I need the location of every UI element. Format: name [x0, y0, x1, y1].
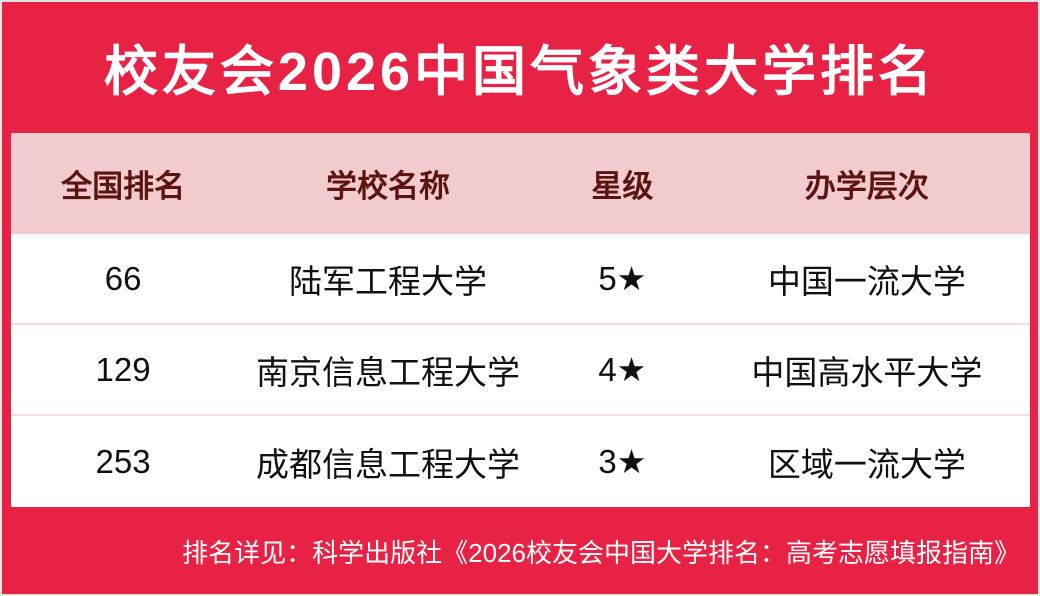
column-header-star-level: 星级	[591, 169, 654, 204]
table-header-row: 全国排名 学校名称 星级 办学层次	[11, 133, 1030, 234]
column-header-school-name: 学校名称	[326, 169, 451, 204]
ranking-table: 全国排名 学校名称 星级 办学层次 66 陆军工程大学 5★ 中国一流大学 12…	[11, 133, 1030, 507]
star-rating: 3★	[598, 443, 647, 480]
column-header-tier: 办学层次	[804, 169, 929, 204]
tier-label: 中国一流大学	[767, 262, 966, 300]
title-bar: 校友会2026中国气象类大学排名	[0, 0, 1040, 133]
footer-note: 排名详见：科学出版社《2026校友会中国大学排名：高考志愿填报指南》	[182, 538, 1020, 568]
school-name: 成都信息工程大学	[256, 445, 521, 483]
table-row: 129 南京信息工程大学 4★ 中国高水平大学	[11, 325, 1030, 416]
page-title: 校友会2026中国气象类大学排名	[103, 42, 937, 102]
table-row: 66 陆军工程大学 5★ 中国一流大学	[11, 234, 1030, 325]
column-header-national-rank: 全国排名	[61, 169, 186, 204]
school-name: 陆军工程大学	[289, 262, 488, 300]
school-name: 南京信息工程大学	[256, 353, 521, 391]
table-row: 253 成都信息工程大学 3★ 区域一流大学	[11, 416, 1030, 507]
star-rating: 4★	[598, 351, 647, 388]
tier-label: 中国高水平大学	[751, 353, 983, 391]
tier-label: 区域一流大学	[767, 445, 966, 483]
rank-value: 253	[95, 442, 151, 480]
star-rating: 5★	[598, 260, 647, 297]
rank-value: 129	[95, 350, 151, 388]
rank-value: 66	[104, 259, 142, 297]
